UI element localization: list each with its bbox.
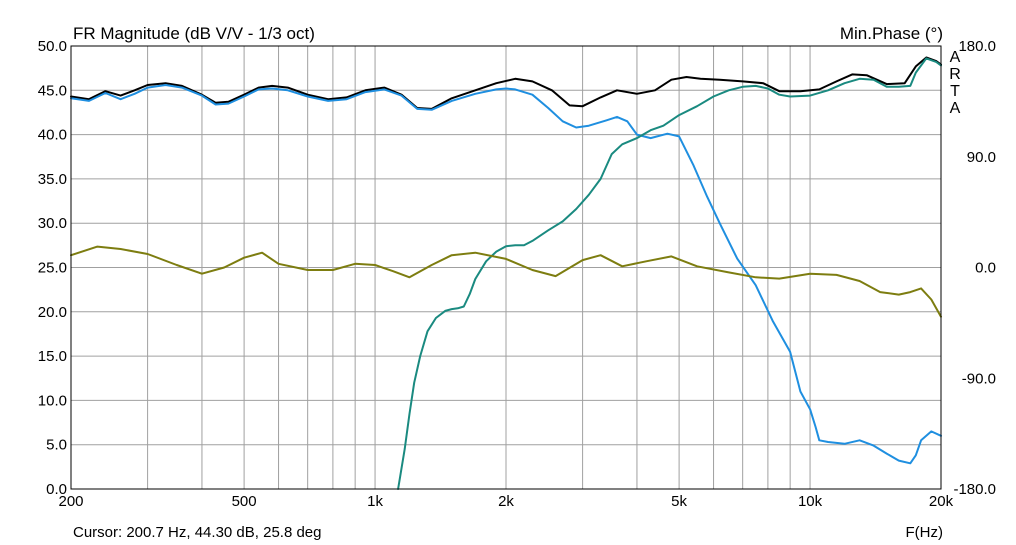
- watermark-letter: A: [950, 100, 961, 117]
- left-axis-tick-labels: 0.0 5.0 10.0 15.0 20.0 25.0 30.0 35.0 40.0 45.0 50…: [38, 38, 67, 498]
- right-tick-label: 180.0: [958, 38, 996, 55]
- right-tick-label: -90.0: [962, 370, 996, 387]
- x-axis-label: F(Hz): [906, 524, 944, 541]
- y-tick-label: 10.0: [38, 392, 67, 409]
- y-tick-label: 15.0: [38, 348, 67, 365]
- x-tick-label: 2k: [498, 493, 514, 510]
- grid-lines: [70, 45, 942, 490]
- right-tick-label: 90.0: [967, 149, 996, 166]
- series-line-4: [70, 245, 942, 318]
- watermark-letter: T: [950, 83, 960, 100]
- cursor-readout: Cursor: 200.7 Hz, 44.30 dB, 25.8 deg: [73, 524, 322, 541]
- x-tick-label: 5k: [671, 493, 687, 510]
- x-tick-label: 1k: [367, 493, 383, 510]
- right-tick-label: 0.0: [975, 260, 996, 277]
- y-tick-label: 5.0: [46, 437, 67, 454]
- series-layer: [70, 56, 942, 490]
- y-tick-label: 35.0: [38, 171, 67, 188]
- y-tick-label: 20.0: [38, 304, 67, 321]
- x-tick-label: 20k: [929, 493, 954, 510]
- y-tick-label: 30.0: [38, 215, 67, 232]
- plot-frame: [70, 45, 942, 490]
- y-tick-label: 45.0: [38, 82, 67, 99]
- series-line-3: [397, 57, 942, 490]
- right-axis-tick-labels: -180.0 -90.0 0.0 90.0 180.0: [953, 38, 996, 498]
- right-tick-label: -180.0: [953, 481, 996, 498]
- x-tick-label: 500: [232, 493, 257, 510]
- chart-title: FR Magnitude (dB V/V - 1/3 oct): [73, 24, 315, 43]
- x-tick-label: 200: [58, 493, 83, 510]
- y-tick-label: 50.0: [38, 38, 67, 55]
- series-line-1: [70, 56, 942, 110]
- y-tick-label: 40.0: [38, 127, 67, 144]
- series-line-2: [70, 84, 942, 465]
- watermark-letter: R: [949, 66, 961, 83]
- x-tick-label: 10k: [798, 493, 823, 510]
- x-axis-tick-labels: 200 500 1k 2k 5k 10k 20k: [58, 493, 953, 510]
- right-axis-title: Min.Phase (°): [840, 24, 943, 43]
- watermark-letter: A: [950, 49, 961, 66]
- y-tick-label: 25.0: [38, 260, 67, 277]
- y-tick-label: 0.0: [46, 481, 67, 498]
